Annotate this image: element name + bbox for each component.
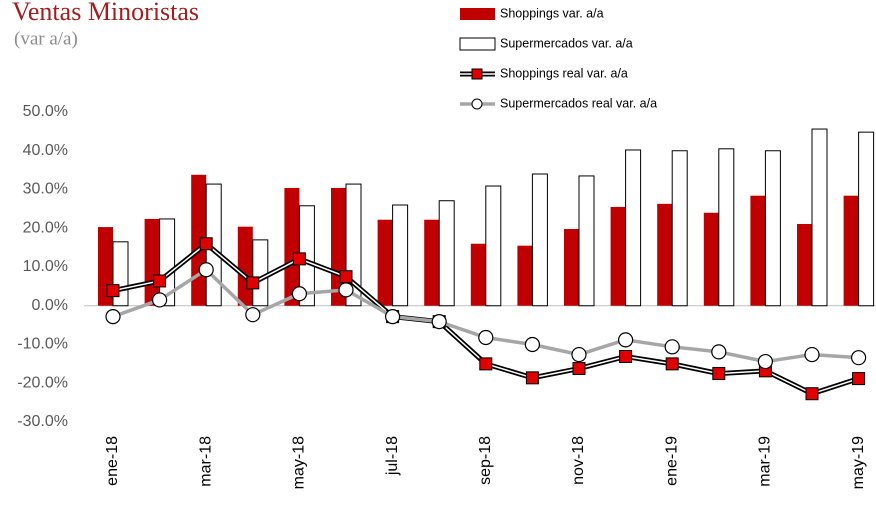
marker — [664, 339, 680, 355]
legend-label: Shoppings real var. a/a — [500, 66, 628, 80]
legend-marker — [471, 68, 483, 80]
y-tick-label: 30.0% — [23, 181, 68, 198]
marker — [385, 309, 401, 325]
legend-marker — [471, 98, 483, 110]
marker — [665, 357, 679, 371]
marker — [339, 270, 353, 284]
marker — [291, 286, 307, 302]
marker — [106, 284, 120, 298]
y-tick-label: 40.0% — [23, 142, 68, 159]
y-tick-label: 50.0% — [23, 103, 68, 120]
bar — [377, 219, 393, 306]
bar — [671, 150, 688, 307]
marker — [153, 274, 167, 288]
chart-title: Ventas Minoristas — [12, 0, 199, 26]
marker — [105, 309, 121, 325]
bar — [517, 245, 533, 306]
marker — [852, 372, 866, 386]
x-tick-label: sep-18 — [477, 436, 494, 485]
marker — [804, 346, 820, 363]
y-tick-label: -30.0% — [17, 413, 68, 430]
y-tick-label: -10.0% — [17, 336, 68, 353]
bar — [811, 128, 828, 307]
marker — [246, 276, 260, 290]
marker — [850, 350, 867, 366]
bar — [797, 223, 812, 306]
bar — [750, 195, 766, 306]
marker — [571, 346, 587, 363]
marker — [712, 367, 726, 381]
legend-label: Supermercados var. a/a — [500, 36, 633, 50]
marker — [525, 371, 539, 385]
marker — [619, 350, 633, 364]
x-tick-label: may-19 — [850, 436, 867, 489]
marker — [757, 353, 774, 370]
x-tick-label: mar-18 — [197, 436, 214, 487]
bar — [703, 212, 719, 306]
marker — [805, 387, 819, 401]
bar — [625, 149, 642, 307]
marker — [479, 357, 493, 371]
bar — [531, 173, 548, 307]
marker — [152, 292, 168, 308]
marker — [292, 252, 306, 266]
marker — [524, 336, 541, 353]
bar — [438, 200, 455, 307]
marker — [199, 237, 213, 251]
chart-subtitle: (var a/a) — [14, 28, 78, 49]
bar — [564, 229, 579, 306]
bar — [858, 131, 875, 307]
marker — [198, 262, 214, 278]
legend-label: Supermercados real var. a/a — [500, 96, 657, 110]
y-tick-label: 20.0% — [23, 219, 68, 236]
bar — [392, 204, 409, 307]
bar — [284, 187, 300, 306]
bar — [252, 239, 269, 307]
x-tick-label: nov-18 — [570, 436, 587, 485]
bar — [237, 226, 253, 306]
marker — [572, 362, 586, 376]
bar — [470, 243, 486, 306]
bar — [610, 206, 626, 306]
legend-swatch — [459, 37, 496, 51]
marker — [338, 282, 354, 298]
bar — [424, 219, 440, 306]
marker — [245, 307, 261, 323]
bar — [485, 185, 502, 307]
y-tick-label: 0.0% — [32, 297, 68, 314]
x-tick-label: may-18 — [291, 436, 308, 489]
legend-swatch — [460, 8, 495, 20]
y-tick-label: -20.0% — [17, 374, 68, 391]
x-tick-label: mar-19 — [757, 436, 774, 487]
bar — [718, 148, 735, 307]
marker — [431, 314, 447, 330]
bar — [843, 195, 859, 306]
bar — [657, 203, 673, 306]
x-tick-label: ene-19 — [663, 436, 680, 486]
y-tick-label: 10.0% — [23, 258, 68, 275]
marker — [617, 332, 634, 348]
bar — [578, 175, 595, 307]
bar — [764, 150, 781, 307]
legend-label: Shoppings var. a/a — [500, 6, 604, 20]
marker — [711, 344, 727, 360]
marker — [478, 329, 494, 346]
x-tick-label: ene-18 — [104, 436, 121, 486]
x-tick-label: jul-18 — [384, 436, 401, 476]
